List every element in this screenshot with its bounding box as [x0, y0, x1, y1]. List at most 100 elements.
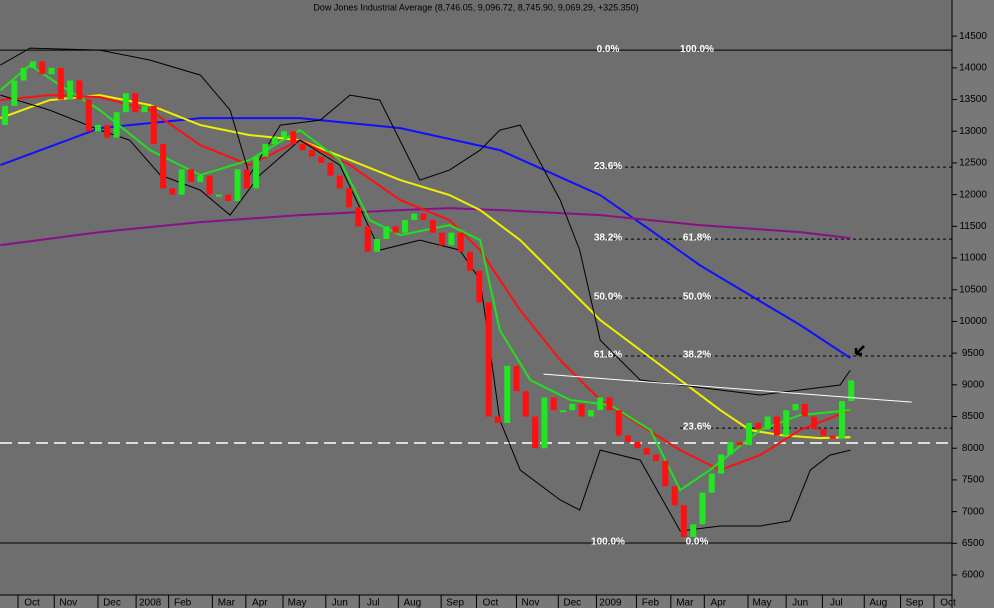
x-tick-label: Jul — [830, 598, 843, 608]
candle-body — [485, 302, 492, 417]
y-axis-area — [952, 0, 994, 608]
candle-body — [420, 213, 427, 220]
candle-body — [634, 441, 641, 449]
fib-label: 23.6% — [594, 161, 622, 172]
fib-label: 100.0% — [591, 537, 625, 548]
candle-body — [820, 429, 827, 436]
candle-body — [559, 410, 566, 413]
candle-body — [494, 416, 501, 423]
candle-body — [680, 505, 687, 537]
x-tick-label: Oct — [483, 598, 499, 608]
candle-body — [11, 80, 18, 106]
candle-body — [745, 422, 752, 446]
fib-label: 23.6% — [683, 422, 711, 433]
x-tick-label: Apr — [252, 598, 268, 608]
candle-body — [718, 454, 725, 474]
candle-body — [197, 175, 204, 182]
candle-body — [281, 131, 288, 138]
y-tick-label: 8500 — [962, 411, 985, 422]
candle-body — [392, 226, 399, 233]
x-tick-label: 2009 — [599, 598, 622, 608]
candle-body — [262, 143, 269, 157]
candle-body — [253, 156, 260, 189]
candle-body — [848, 380, 855, 401]
candle-body — [374, 239, 381, 252]
y-tick-label: 11000 — [959, 253, 987, 264]
candle-body — [504, 365, 511, 423]
candle-body — [457, 232, 464, 252]
chart-title: Dow Jones Industrial Average (8,746.05, … — [313, 2, 638, 12]
candle-body — [690, 524, 697, 537]
candle-body — [271, 137, 278, 144]
x-tick-label: Sep — [446, 598, 464, 608]
candle-body — [476, 270, 483, 303]
x-tick-label: Oct — [940, 598, 956, 608]
y-tick-label: 8000 — [962, 443, 985, 454]
candle-body — [215, 194, 222, 197]
candle-body — [764, 416, 771, 430]
x-tick-label: Dec — [563, 598, 581, 608]
fib-label: 50.0% — [683, 292, 711, 303]
candle-body — [122, 93, 129, 113]
candle-body — [597, 397, 604, 411]
y-tick-label: 14500 — [959, 31, 987, 42]
y-tick-label: 14000 — [959, 62, 987, 73]
candle-body — [587, 410, 594, 417]
x-tick-label: Feb — [642, 598, 660, 608]
candle-body — [755, 422, 762, 430]
x-tick-label: Feb — [174, 598, 192, 608]
x-tick-label: Dec — [103, 598, 121, 608]
x-tick-label: May — [753, 598, 772, 608]
y-tick-label: 13000 — [959, 126, 987, 137]
y-tick-label: 12500 — [959, 158, 987, 169]
candle-body — [513, 365, 520, 392]
candle-body — [355, 207, 362, 227]
candle-body — [160, 143, 167, 189]
candle-body — [299, 143, 306, 151]
x-tick-label: Apr — [711, 598, 727, 608]
candle-body — [615, 410, 622, 436]
series-layer: 0.0% 100.0% 23.6% 38.2% 61.8% 50.0% 50.0% 61.8%… — [0, 44, 952, 548]
y-tick-label: 13500 — [959, 94, 987, 105]
x-tick-label: Aug — [869, 598, 887, 608]
y-tick-label: 10000 — [959, 316, 987, 327]
candle-body — [429, 219, 436, 233]
y-tick-label: 7000 — [962, 506, 985, 517]
fib-label: 100.0% — [680, 44, 714, 55]
x-tick-label: 2008 — [139, 598, 162, 608]
candle-body — [76, 80, 83, 100]
candle-body — [95, 124, 102, 132]
candle-body — [662, 460, 669, 487]
plot-area — [0, 0, 952, 595]
candle-body — [234, 169, 241, 201]
candle-body — [773, 416, 780, 436]
arrow-icon — [854, 345, 865, 356]
x-tick-label: Jun — [332, 598, 348, 608]
y-tick-label: 9500 — [962, 348, 985, 359]
y-tick-label: 6000 — [962, 570, 985, 581]
candle-body — [411, 213, 418, 220]
x-tick-label: Nov — [522, 598, 540, 608]
candle-body — [132, 93, 139, 113]
candle-body — [671, 486, 678, 506]
candle-body — [48, 67, 55, 75]
candle-body — [308, 150, 315, 157]
candle-body — [243, 169, 250, 189]
x-tick-label: Oct — [24, 598, 40, 608]
fib-label: 50.0% — [594, 292, 622, 303]
candle-body — [225, 194, 232, 201]
candle-body — [783, 410, 790, 436]
x-tick-label: Jun — [792, 598, 808, 608]
overlay-line — [0, 63, 851, 492]
candle-body — [29, 61, 36, 68]
candle-body — [401, 219, 408, 233]
y-tick-label: 7500 — [962, 475, 985, 486]
candle-body — [550, 397, 557, 411]
fib-label: 38.2% — [683, 350, 711, 361]
candle-body — [727, 441, 734, 455]
x-tick-label: Mar — [676, 598, 694, 608]
x-tick-label: Jul — [367, 598, 380, 608]
candle-body — [439, 232, 446, 246]
